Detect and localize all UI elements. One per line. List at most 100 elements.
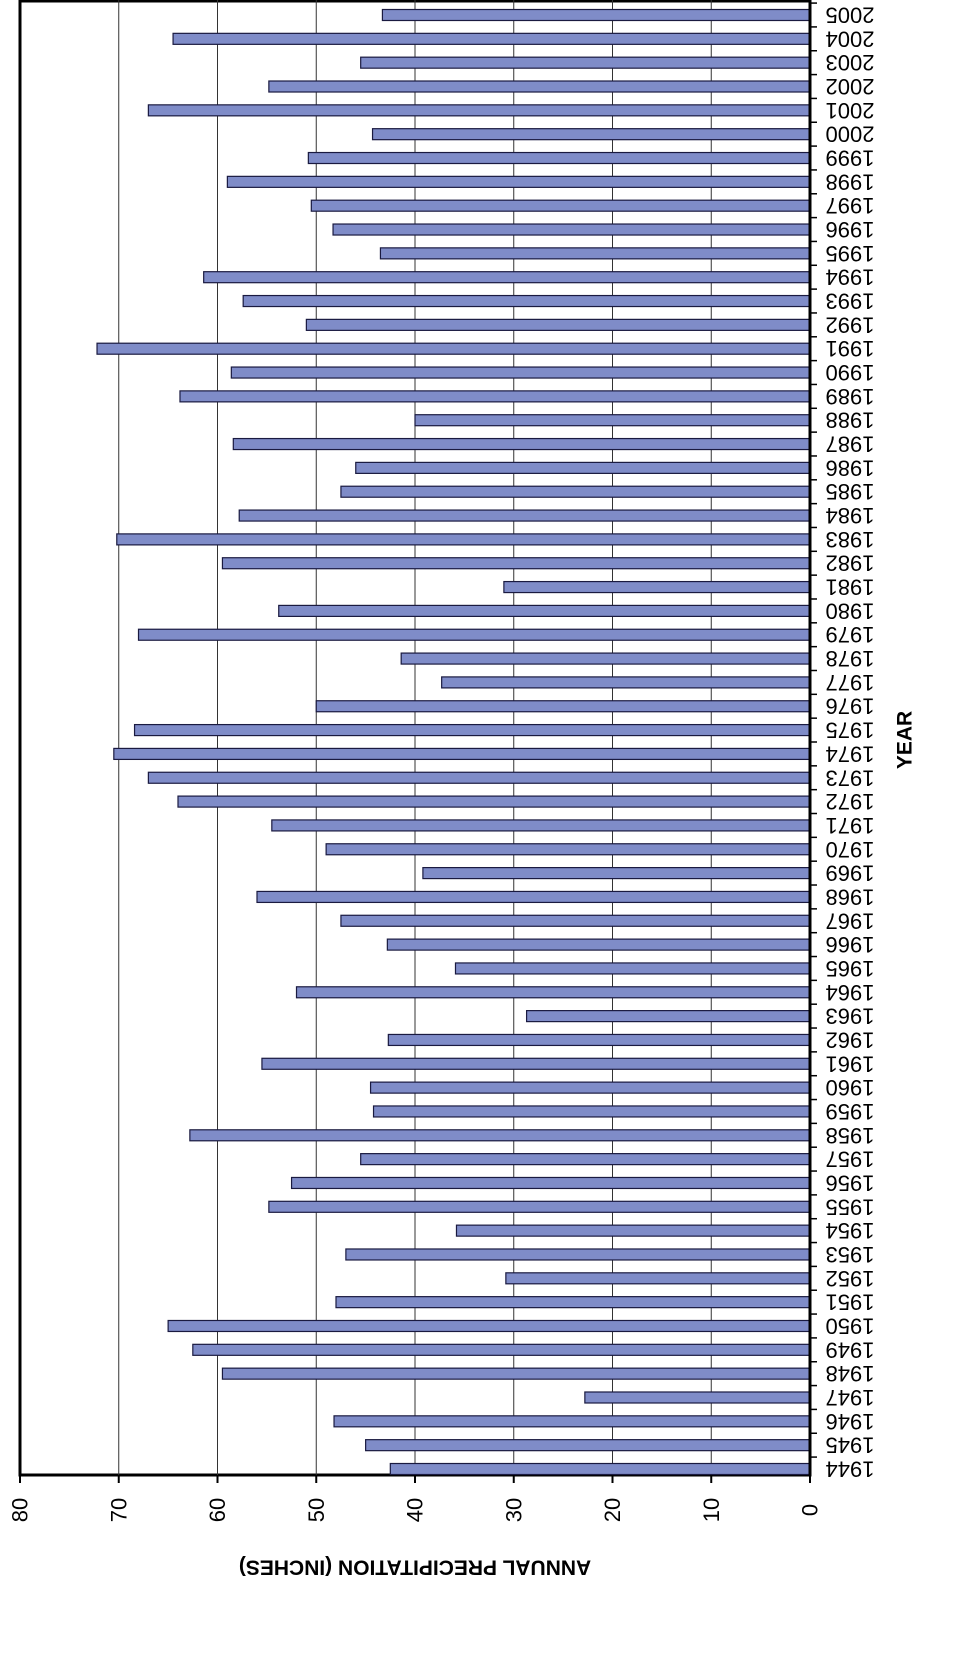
- year-tick-label: 1988: [826, 408, 875, 433]
- year-tick-label: 1977: [826, 670, 875, 695]
- year-tick-label: 1972: [826, 789, 875, 814]
- year-tick-label: 1965: [826, 956, 875, 981]
- year-tick-label: 1994: [826, 265, 875, 290]
- bar-1982: [221, 557, 811, 570]
- year-tick-label: 1995: [826, 241, 875, 266]
- value-tick-label: 20: [600, 1498, 625, 1522]
- year-tick-label: 1969: [826, 861, 875, 886]
- bar-2003: [360, 56, 811, 69]
- bar-1948: [221, 1367, 811, 1380]
- year-tick-label: 1946: [826, 1409, 875, 1434]
- year-tick-label: 1996: [826, 217, 875, 242]
- year-axis-title: YEAR: [894, 711, 917, 769]
- bar-1994: [203, 271, 811, 284]
- year-tick-label: 1949: [826, 1337, 875, 1362]
- bar-1996: [332, 223, 811, 236]
- year-tick-label: 1964: [826, 980, 875, 1005]
- bar-1962: [387, 1033, 811, 1047]
- value-tick-label: 60: [205, 1498, 230, 1522]
- bar-1989: [179, 390, 811, 403]
- year-tick-label: 2001: [826, 98, 875, 123]
- value-tick-label: 50: [304, 1498, 329, 1522]
- year-tick-label: 1980: [826, 598, 875, 623]
- year-tick-label: 1991: [826, 336, 875, 361]
- year-tick-label: 1974: [826, 741, 875, 766]
- year-tick-label: 1975: [826, 718, 875, 743]
- year-tick-label: 1948: [826, 1361, 875, 1386]
- bar-1949: [192, 1343, 811, 1356]
- bar-1952: [505, 1272, 811, 1285]
- bar-1958: [189, 1129, 811, 1142]
- year-tick-label: 1990: [826, 360, 875, 385]
- value-tick-label: 70: [106, 1498, 131, 1522]
- year-tick-label: 2000: [826, 122, 875, 147]
- bar-1979: [137, 628, 811, 641]
- bar-1967: [340, 914, 811, 927]
- year-tick-label: 1983: [826, 527, 875, 552]
- year-tick-label: 1945: [826, 1433, 875, 1458]
- year-tick-label: 2002: [826, 74, 875, 99]
- year-tick-label: 1998: [826, 169, 875, 194]
- bar-1991: [96, 342, 811, 355]
- year-tick-label: 2004: [826, 26, 875, 51]
- year-tick-label: 1957: [826, 1147, 875, 1172]
- bar-1947: [584, 1391, 811, 1404]
- bar-1955: [268, 1200, 811, 1213]
- year-tick-label: 1997: [826, 193, 875, 218]
- bar-1954: [455, 1224, 811, 1237]
- year-tick-label: 1966: [826, 932, 875, 957]
- bar-1990: [230, 366, 811, 379]
- bar-1984: [238, 509, 811, 522]
- year-tick-label: 1968: [826, 884, 875, 909]
- bar-1999: [307, 151, 811, 165]
- year-tick-label: 2003: [826, 50, 875, 75]
- bar-1956: [290, 1176, 811, 1190]
- value-tick-label: 0: [798, 1504, 823, 1516]
- year-tick-label: 1958: [826, 1123, 875, 1148]
- year-tick-label: 1952: [826, 1266, 875, 1291]
- year-tick-label: 1986: [826, 455, 875, 480]
- bars: [96, 8, 811, 1476]
- bar-1970: [325, 843, 811, 856]
- bar-1972: [177, 795, 811, 808]
- bar-1957: [360, 1153, 811, 1166]
- value-axis-ticks: 0 10 20 30 40 50 60 70 80: [8, 1475, 823, 1522]
- bar-1961: [261, 1057, 811, 1070]
- year-tick-label: 1984: [826, 503, 875, 528]
- year-tick-label: 1987: [826, 432, 875, 457]
- bar-1975: [133, 723, 811, 737]
- bar-1995: [379, 247, 811, 260]
- bar-1953: [345, 1248, 811, 1261]
- year-tick-label: 1956: [826, 1170, 875, 1195]
- year-tick-label: 1953: [826, 1242, 875, 1267]
- bar-1986: [355, 461, 811, 474]
- bar-1946: [333, 1415, 811, 1428]
- bar-1985: [340, 485, 811, 498]
- year-tick-label: 1993: [826, 289, 875, 314]
- year-tick-label: 1959: [826, 1099, 875, 1124]
- bar-1988: [414, 414, 811, 427]
- bar-1951: [335, 1296, 811, 1309]
- year-tick-label: 1954: [826, 1218, 875, 1243]
- bar-1944: [389, 1462, 811, 1476]
- bar-1976: [315, 700, 811, 713]
- bar-2002: [268, 80, 811, 93]
- year-tick-label: 1955: [826, 1194, 875, 1219]
- year-tick-label: 1950: [826, 1313, 875, 1338]
- year-tick-label: 1971: [826, 813, 875, 838]
- year-tick-label: 1951: [826, 1290, 875, 1315]
- bar-2000: [371, 128, 811, 141]
- bar-1992: [305, 318, 811, 331]
- bar-1960: [369, 1081, 811, 1094]
- bar-1977: [441, 676, 811, 689]
- year-tick-label: 1981: [826, 575, 875, 600]
- bar-1971: [271, 819, 811, 832]
- bar-1973: [147, 771, 811, 784]
- bar-1963: [525, 1010, 811, 1023]
- year-tick-label: 1970: [826, 837, 875, 862]
- value-tick-label: 80: [8, 1498, 33, 1522]
- bar-1945: [365, 1439, 811, 1452]
- bar-2004: [172, 32, 811, 45]
- bar-1964: [295, 986, 811, 999]
